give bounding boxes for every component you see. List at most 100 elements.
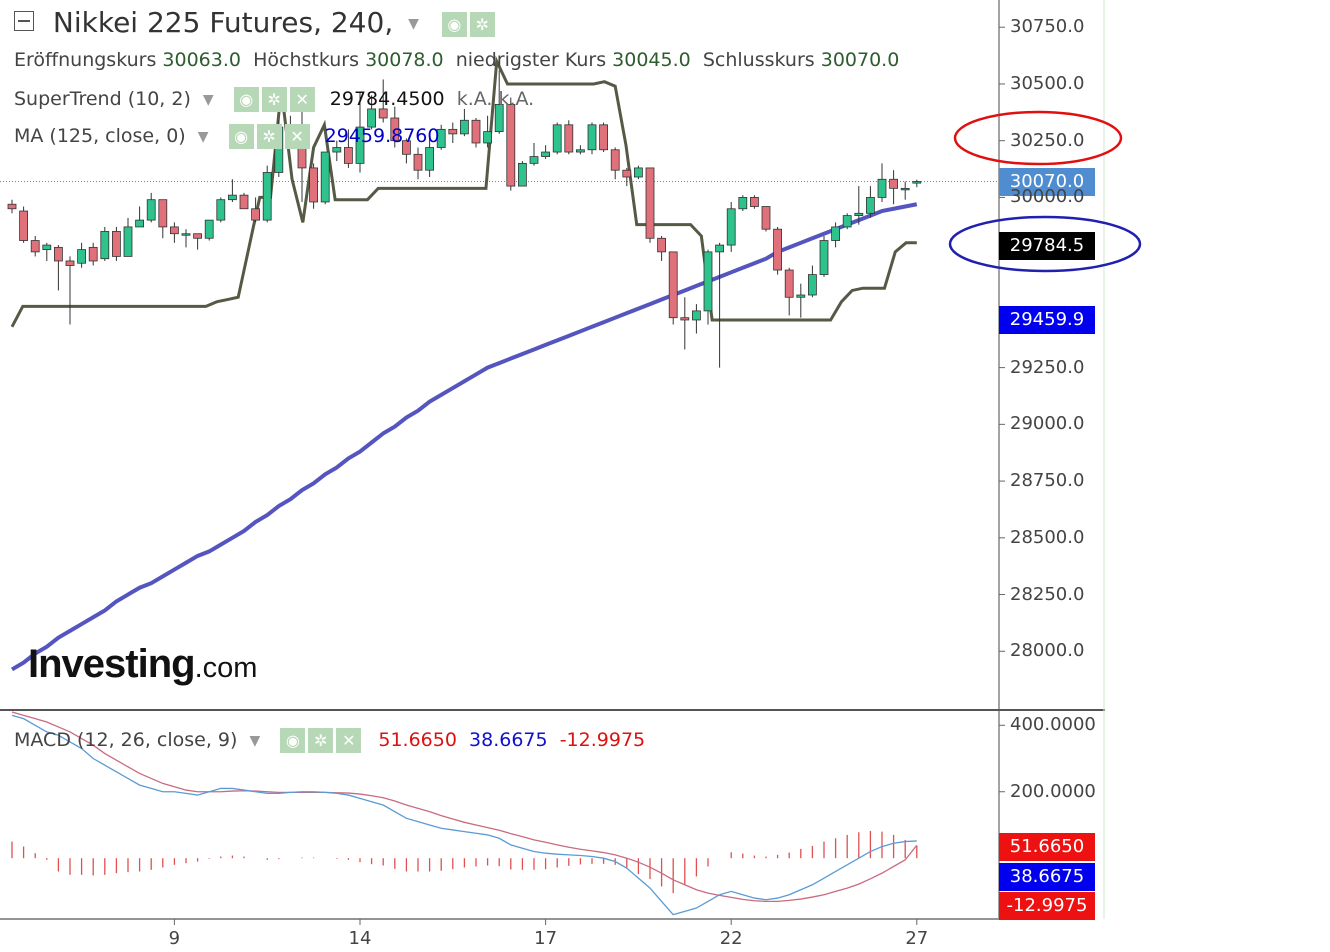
candle-body xyxy=(135,219,145,228)
ma-price-box: 29459.9 xyxy=(999,305,1095,334)
chevron-down-icon[interactable]: ▼ xyxy=(249,732,261,749)
supertrend-value: 29784.4500 xyxy=(329,88,445,110)
x-tick-label: 14 xyxy=(348,928,372,949)
candle-body xyxy=(796,294,806,298)
macd-signal-line xyxy=(11,711,918,903)
candle-body xyxy=(842,215,852,228)
candle-body xyxy=(599,124,608,151)
macd-label: MACD (12, 26, close, 9) xyxy=(14,729,238,751)
ma-value: 29459.8760 xyxy=(324,125,440,147)
candle-body xyxy=(181,233,191,236)
y-tick-label: 28750.0 xyxy=(1010,470,1085,492)
x-tick-label: 27 xyxy=(905,928,929,949)
chevron-down-icon[interactable]: ▼ xyxy=(197,128,209,145)
macd-box-3: -12.9975 xyxy=(999,892,1095,920)
close-label: Schlusskurs xyxy=(702,49,815,71)
candle-body xyxy=(610,149,620,171)
y-tick-label: 28000.0 xyxy=(1010,640,1085,662)
ma-line xyxy=(10,202,918,672)
macd-y-tick-label: 200.0000 xyxy=(1010,780,1096,802)
eye-icon[interactable]: ◉ xyxy=(441,11,467,37)
candle-body xyxy=(784,269,794,298)
candle-body xyxy=(808,274,817,296)
candle-body xyxy=(378,108,388,119)
y-tick-label: 28250.0 xyxy=(1010,583,1085,605)
gear-icon[interactable]: ✲ xyxy=(261,87,287,112)
candle-body xyxy=(7,203,17,210)
candle-body xyxy=(251,208,261,221)
candle-body xyxy=(668,251,678,319)
red-annotation-ellipse xyxy=(953,110,1123,166)
high-value: 30078.0 xyxy=(365,49,444,71)
ohlc-row: Eröffnungskurs 30063.0 Höchstkurs 30078.… xyxy=(14,49,899,71)
eye-icon[interactable]: ◉ xyxy=(233,87,259,112)
gear-icon[interactable]: ✲ xyxy=(308,728,334,753)
gear-icon[interactable]: ✲ xyxy=(256,124,282,149)
y-tick-label: 30250.0 xyxy=(1010,129,1085,151)
candle-body xyxy=(112,231,121,257)
macd-value-1: 51.6650 xyxy=(378,729,457,751)
candle-body xyxy=(634,167,643,178)
candle-body xyxy=(459,119,469,135)
supertrend-extra: k.A. k.A. xyxy=(456,88,535,110)
close-icon[interactable]: ✕ xyxy=(284,124,310,149)
candle-body xyxy=(355,126,365,164)
chevron-down-icon[interactable]: ▼ xyxy=(202,91,214,108)
candle-body xyxy=(912,181,922,184)
candle-body xyxy=(42,244,52,251)
candle-body xyxy=(564,124,574,153)
eye-icon[interactable]: ◉ xyxy=(228,124,254,149)
close-icon[interactable]: ✕ xyxy=(289,87,315,112)
candle-body xyxy=(726,208,736,246)
macd-box-2: 38.6675 xyxy=(999,863,1095,891)
supertrend-line xyxy=(10,55,917,328)
candle-body xyxy=(738,197,748,210)
y-tick-label: 30750.0 xyxy=(1010,16,1085,38)
y-tick-label: 30500.0 xyxy=(1010,72,1085,94)
y-tick-label: 29000.0 xyxy=(1010,413,1085,435)
chart-title: Nikkei 225 Futures, 240, xyxy=(52,6,394,39)
collapse-icon[interactable] xyxy=(14,11,34,31)
candle-body xyxy=(77,249,86,264)
macd-y-tick-label: 400.0000 xyxy=(1010,714,1096,736)
supertrend-legend: SuperTrend (10, 2) ▼ ◉ ✲ ✕ 29784.4500 k.A.… xyxy=(14,87,534,112)
candle-body xyxy=(309,167,319,203)
macd-value-3: -12.9975 xyxy=(559,729,646,751)
ma-label: MA (125, close, 0) xyxy=(14,125,186,147)
last-price-box: 30070.0 xyxy=(999,167,1095,196)
candle-body xyxy=(692,310,701,321)
candle-body xyxy=(193,233,203,239)
candle-body xyxy=(204,219,214,239)
gear-icon[interactable]: ✲ xyxy=(469,11,495,37)
candle-body xyxy=(390,117,400,142)
candle-body xyxy=(831,226,840,241)
candle-body xyxy=(587,124,597,151)
candle-body xyxy=(866,197,875,214)
candle-body xyxy=(30,240,40,253)
close-icon[interactable]: ✕ xyxy=(336,728,362,753)
candle-body xyxy=(761,206,771,230)
macd-legend: MACD (12, 26, close, 9) ▼ ◉ ✲ ✕ 51.6650 38… xyxy=(14,728,645,753)
candle-body xyxy=(518,162,527,187)
open-value: 30063.0 xyxy=(162,49,241,71)
candle-body xyxy=(552,124,562,153)
investing-logo: Investing.com xyxy=(28,642,258,686)
low-label: niedrigster Kurs xyxy=(455,49,607,71)
chevron-down-icon[interactable]: ▼ xyxy=(408,16,419,32)
supertrend-label: SuperTrend (10, 2) xyxy=(14,88,191,110)
ma-legend: MA (125, close, 0) ▼ ◉ ✲ ✕ 29459.8760 xyxy=(14,124,439,149)
y-tick-label: 28500.0 xyxy=(1010,526,1085,548)
candle-body xyxy=(494,103,504,133)
candle-body xyxy=(401,140,411,155)
candle-body xyxy=(703,251,713,312)
x-tick-label: 22 xyxy=(719,928,743,949)
candle-body xyxy=(367,108,377,128)
eye-icon[interactable]: ◉ xyxy=(280,728,306,753)
candle-body xyxy=(19,210,29,241)
low-value: 30045.0 xyxy=(612,49,691,71)
candle-body xyxy=(216,199,226,221)
macd-line xyxy=(11,714,917,916)
candle-body xyxy=(889,178,898,189)
candle-body xyxy=(854,212,864,216)
candle-body xyxy=(65,260,75,266)
